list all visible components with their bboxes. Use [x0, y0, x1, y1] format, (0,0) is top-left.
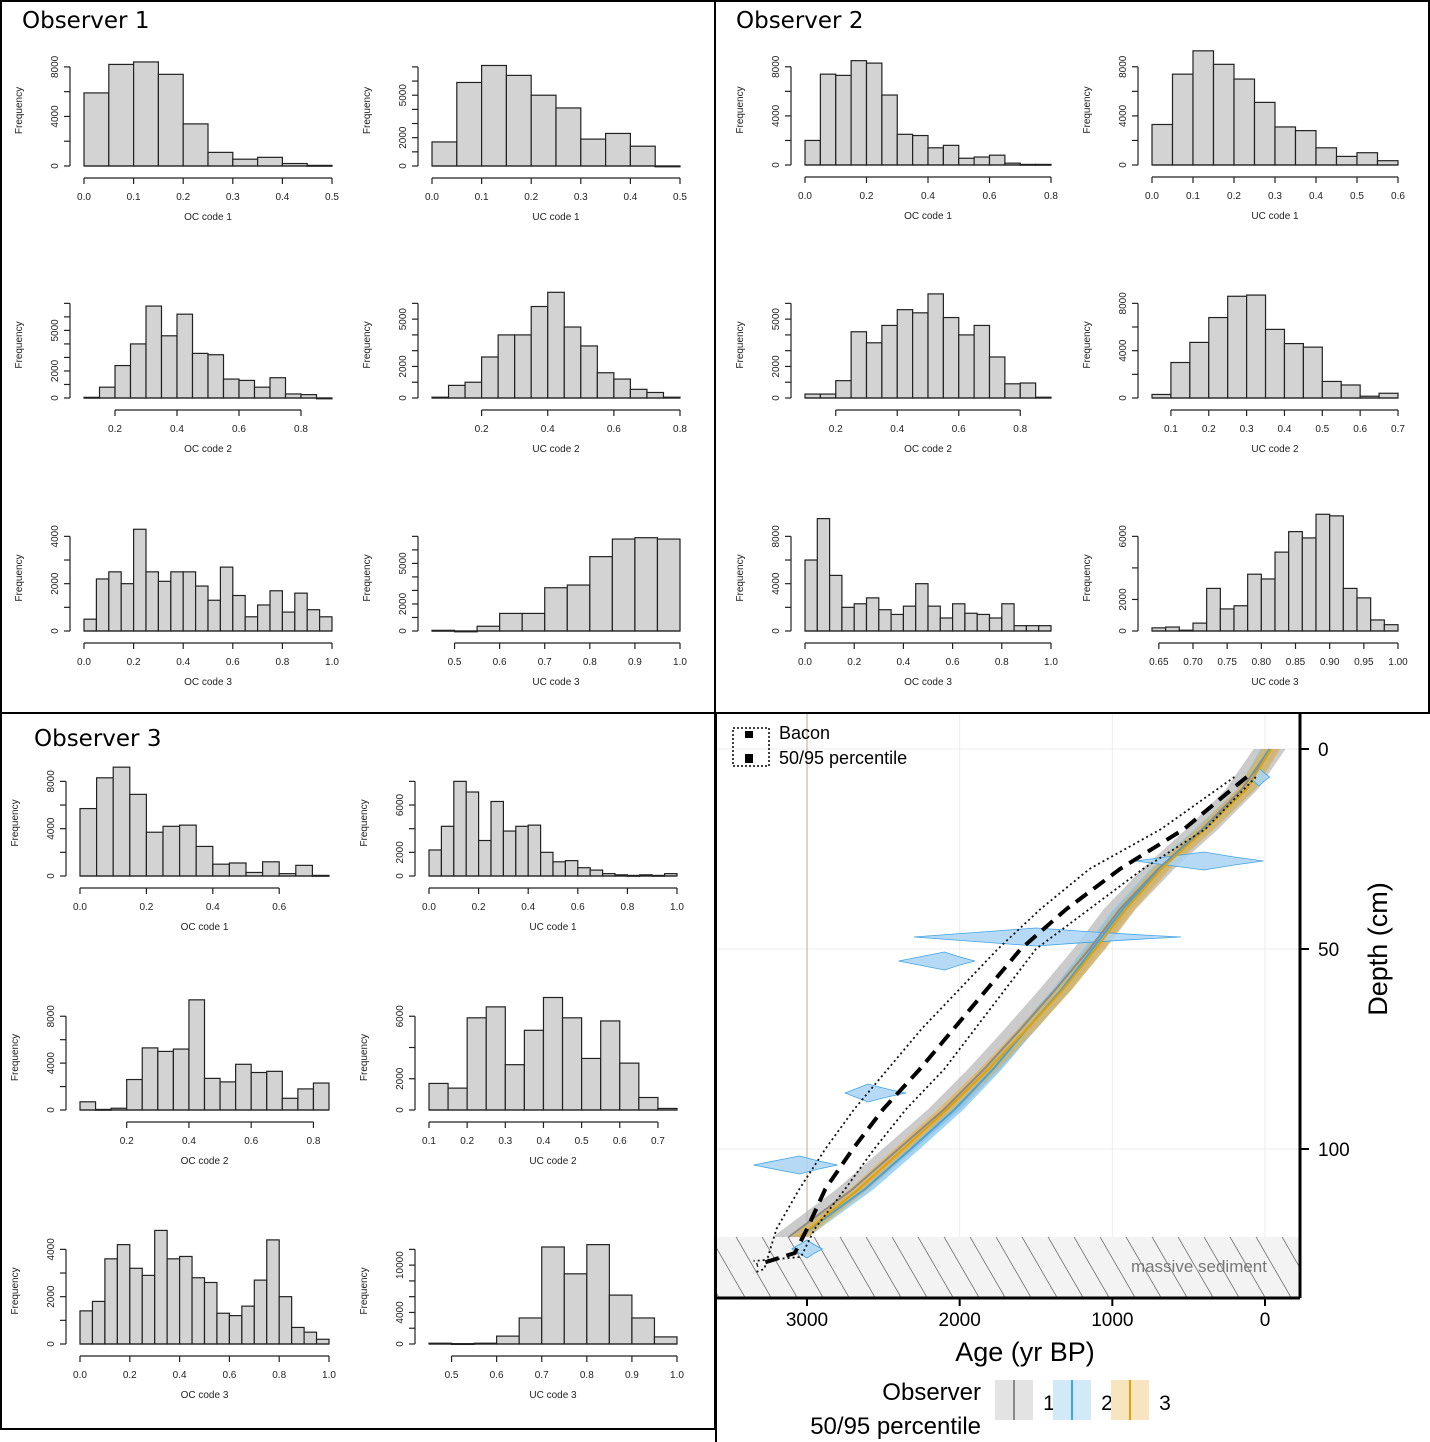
legend-title-percentile: 50/95 percentile	[810, 1413, 981, 1440]
legend-dash-swatch	[745, 754, 753, 763]
x-tick-label: 3000	[786, 1310, 828, 1331]
x-tick-label: 2000	[939, 1310, 981, 1331]
observer-1-title: Observer 1	[22, 8, 150, 34]
y-tick-label: 100	[1318, 1140, 1350, 1161]
plot-background	[717, 714, 1300, 1298]
x-tick-label: 1000	[1091, 1310, 1133, 1331]
observer-2-title: Observer 2	[736, 8, 864, 34]
legend-label-bacon: Bacon	[779, 723, 830, 743]
observer-2-median-line	[798, 748, 1271, 1238]
y-axis-label: Depth (cm)	[1363, 882, 1393, 1016]
x-tick-label: 0	[1260, 1310, 1271, 1331]
legend-item-label: 1	[1043, 1392, 1055, 1415]
observer-3-title: Observer 3	[34, 726, 162, 752]
observer-3-panel: Observer 3	[0, 712, 716, 1430]
date-distribution	[913, 927, 1182, 947]
observer-2-panel: Observer 2	[714, 0, 1430, 714]
massive-sediment-label: massive sediment	[1131, 1257, 1267, 1276]
observer-1-median-line	[788, 748, 1271, 1238]
bacon-95-lower-line	[753, 776, 1257, 1262]
age-depth-chart: massive sediment 0 50 100 Depth (cm) 3000 2000…	[715, 712, 1393, 1442]
x-axis-label: Age (yr BP)	[955, 1337, 1095, 1367]
legend-dash-swatch	[745, 731, 753, 738]
observer-legend: Observer 50/95 percentile 1 2 3	[810, 1379, 1171, 1440]
legend-label-percentile: 50/95 percentile	[779, 748, 907, 768]
date-distribution	[1135, 851, 1264, 871]
y-tick-label: 0	[1318, 740, 1329, 761]
y-tick-label: 50	[1318, 940, 1339, 961]
legend-item-label: 3	[1159, 1392, 1171, 1415]
observer-1-panel: Observer 1	[0, 0, 716, 714]
bacon-legend: Bacon 50/95 percentile	[732, 723, 907, 768]
observer-3-median-line	[798, 748, 1272, 1238]
bacon-95-upper-line	[753, 776, 1235, 1274]
date-distribution	[753, 1155, 838, 1175]
date-distribution	[898, 951, 976, 971]
legend-dotted-box	[732, 727, 770, 767]
legend-title-observer: Observer	[882, 1379, 981, 1406]
legend-item-label: 2	[1101, 1392, 1113, 1415]
